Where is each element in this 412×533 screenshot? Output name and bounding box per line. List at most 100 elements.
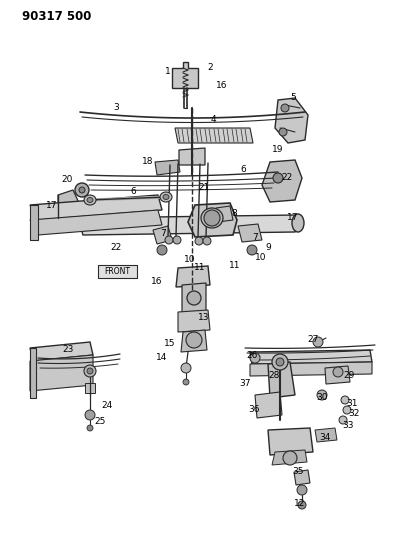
Polygon shape (80, 215, 298, 235)
Polygon shape (250, 350, 372, 364)
Circle shape (186, 332, 202, 348)
Text: 6: 6 (130, 188, 136, 197)
Circle shape (281, 104, 289, 112)
Polygon shape (30, 210, 162, 235)
Text: 90317 500: 90317 500 (22, 10, 91, 22)
Circle shape (87, 368, 93, 374)
Text: 26: 26 (246, 351, 258, 359)
Text: 27: 27 (307, 335, 319, 344)
Ellipse shape (84, 195, 96, 205)
Text: 19: 19 (272, 146, 284, 155)
Polygon shape (181, 330, 207, 352)
Polygon shape (182, 283, 206, 314)
Circle shape (276, 358, 284, 366)
Polygon shape (30, 195, 162, 220)
Polygon shape (30, 342, 93, 361)
Ellipse shape (87, 198, 93, 203)
Polygon shape (238, 224, 262, 242)
Text: 33: 33 (342, 421, 354, 430)
Text: 4: 4 (210, 116, 216, 125)
Polygon shape (98, 265, 137, 278)
Polygon shape (30, 348, 36, 398)
Text: 12: 12 (294, 499, 306, 508)
Circle shape (75, 183, 89, 197)
Circle shape (339, 416, 347, 424)
Circle shape (341, 396, 349, 404)
Text: 1: 1 (165, 67, 171, 76)
Polygon shape (216, 206, 233, 222)
Text: 22: 22 (110, 244, 122, 253)
Polygon shape (30, 205, 38, 240)
Text: 10: 10 (255, 254, 267, 262)
Text: 37: 37 (239, 379, 251, 389)
Circle shape (297, 485, 307, 495)
Circle shape (343, 406, 351, 414)
Polygon shape (30, 355, 93, 391)
Text: 16: 16 (216, 80, 228, 90)
Text: 22: 22 (281, 174, 293, 182)
Polygon shape (179, 148, 205, 165)
Circle shape (87, 425, 93, 431)
Text: 2: 2 (207, 63, 213, 72)
Circle shape (283, 451, 297, 465)
Polygon shape (272, 450, 307, 465)
Text: 36: 36 (248, 406, 260, 415)
Circle shape (298, 501, 306, 509)
Circle shape (333, 367, 343, 377)
Text: 32: 32 (348, 409, 360, 418)
Text: 17: 17 (46, 200, 58, 209)
Polygon shape (325, 366, 350, 384)
Ellipse shape (201, 208, 223, 228)
Text: 15: 15 (164, 338, 176, 348)
Text: 9: 9 (265, 244, 271, 253)
Polygon shape (268, 362, 295, 398)
Text: 10: 10 (184, 255, 196, 264)
Circle shape (85, 410, 95, 420)
Circle shape (317, 390, 327, 400)
Circle shape (183, 379, 189, 385)
Polygon shape (268, 428, 313, 455)
Polygon shape (255, 392, 282, 418)
Text: 20: 20 (61, 175, 73, 184)
Circle shape (195, 237, 203, 245)
Polygon shape (262, 160, 302, 202)
Circle shape (157, 245, 167, 255)
Circle shape (173, 236, 181, 244)
Circle shape (247, 245, 257, 255)
Text: 3: 3 (113, 102, 119, 111)
Text: 30: 30 (316, 393, 328, 402)
Text: 7: 7 (160, 230, 166, 238)
Text: 8: 8 (231, 208, 237, 217)
Text: FRONT: FRONT (104, 266, 130, 276)
Text: 11: 11 (229, 262, 241, 271)
Circle shape (181, 363, 191, 373)
Polygon shape (155, 160, 180, 175)
Text: 17: 17 (287, 214, 299, 222)
Circle shape (279, 128, 287, 136)
Polygon shape (315, 428, 337, 442)
Text: 14: 14 (156, 353, 168, 362)
Text: 23: 23 (62, 345, 74, 354)
Circle shape (165, 236, 173, 244)
Text: 18: 18 (142, 157, 154, 166)
Circle shape (204, 210, 220, 226)
Circle shape (250, 353, 260, 363)
Circle shape (313, 337, 323, 347)
Text: 24: 24 (101, 400, 112, 409)
Text: 29: 29 (343, 370, 355, 379)
Circle shape (79, 187, 85, 193)
Text: 25: 25 (94, 416, 106, 425)
Text: 31: 31 (346, 399, 358, 408)
Text: 6: 6 (240, 166, 246, 174)
Polygon shape (85, 383, 95, 393)
Circle shape (273, 173, 283, 183)
Polygon shape (178, 310, 210, 332)
Ellipse shape (160, 192, 172, 202)
Circle shape (187, 291, 201, 305)
Text: 7: 7 (252, 232, 258, 241)
Polygon shape (172, 62, 198, 88)
Ellipse shape (163, 195, 169, 199)
Polygon shape (153, 226, 172, 244)
Circle shape (203, 237, 211, 245)
Polygon shape (250, 362, 372, 376)
